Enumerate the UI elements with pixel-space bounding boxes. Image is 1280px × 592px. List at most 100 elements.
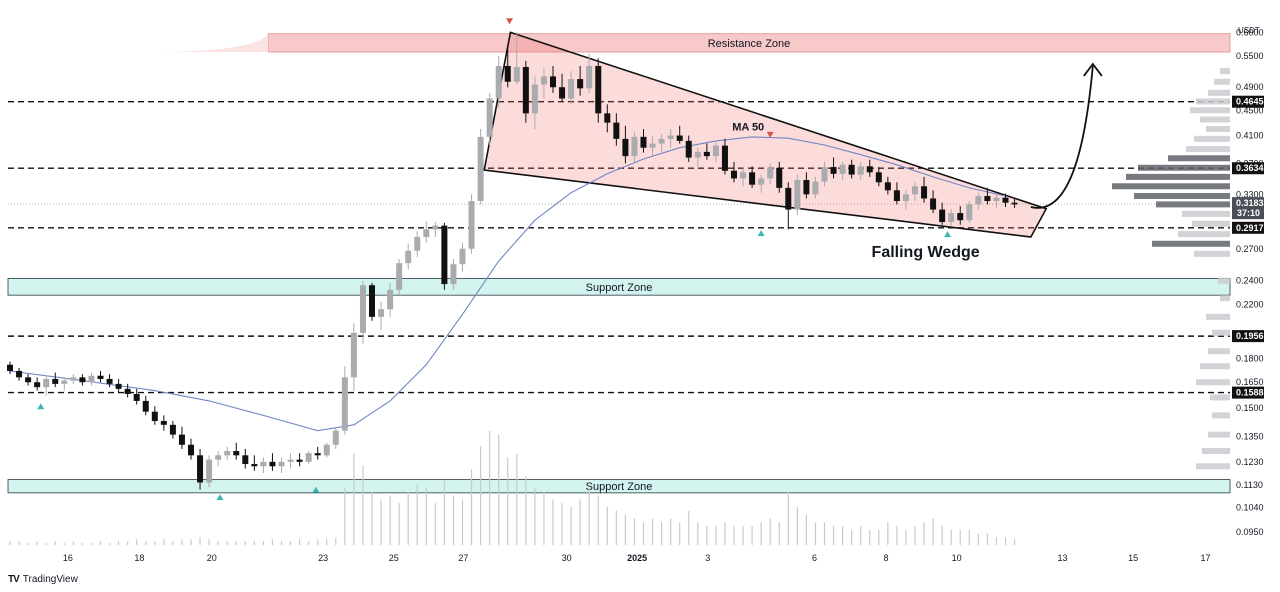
price-tick-label-15: 0.1130	[1236, 480, 1263, 490]
candle-body-43	[396, 263, 403, 290]
candle-body-108	[984, 196, 991, 202]
candle-59	[540, 68, 547, 99]
candle-80	[731, 161, 737, 183]
resistance-zone-label: Resistance Zone	[708, 38, 791, 50]
candle-body-92	[839, 164, 846, 174]
price-tick-label-1: 0.5500	[1236, 51, 1264, 61]
falling-wedge-label: Falling Wedge	[872, 244, 980, 261]
candle-body-65	[595, 65, 602, 114]
volume-profile-bar-1	[1214, 78, 1230, 85]
candle-body-110	[1002, 197, 1009, 203]
last-price-badge-text: 0.3183	[1236, 198, 1264, 208]
candle-body-81	[740, 172, 747, 179]
date-tick-label-8: 3	[705, 553, 710, 563]
candle-body-2	[25, 377, 32, 383]
date-tick-label-4: 25	[389, 553, 399, 563]
tradingview-logo[interactable]: TV TradingView	[8, 574, 78, 585]
candle-body-39	[359, 285, 366, 333]
candle-body-22	[206, 459, 213, 483]
candle-88	[803, 172, 810, 199]
candle-44	[405, 243, 412, 270]
candle-38	[350, 323, 357, 391]
candle-15	[142, 395, 149, 416]
candle-21	[197, 448, 204, 490]
last-price-badge	[1232, 197, 1264, 220]
candle-body-67	[613, 122, 620, 139]
date-tick-label-7: 2025	[627, 553, 647, 563]
candle-body-34	[314, 453, 321, 456]
support-zone-2	[7, 479, 1231, 494]
candle-body-27	[251, 464, 258, 467]
volume-profile-bar-19	[1194, 250, 1230, 257]
ma50-label: MA 50	[732, 121, 764, 133]
candle-body-66	[604, 113, 611, 123]
candle-body-41	[378, 309, 385, 317]
candle-body-1	[16, 370, 23, 378]
candle-body-30	[278, 461, 285, 467]
volume-profile-bar-13	[1134, 193, 1230, 200]
price-tick-label-0: 0.6000	[1236, 27, 1264, 37]
candle-25	[233, 442, 240, 460]
candle-body-6	[61, 380, 68, 384]
candle-body-49	[450, 264, 457, 285]
candle-body-25	[233, 451, 240, 456]
candle-body-103	[939, 209, 946, 223]
candle-54	[495, 55, 502, 108]
volume-profile-bar-31	[1196, 463, 1230, 470]
candle-77	[703, 143, 710, 160]
candle-body-78	[712, 145, 719, 157]
price-tick-label-12: 0.1500	[1236, 403, 1264, 413]
candle-97	[884, 176, 891, 195]
pivot-low-marker	[757, 230, 765, 237]
candle-98	[893, 182, 900, 205]
candle-12	[115, 378, 122, 393]
candle-107	[975, 192, 982, 210]
candle-61	[559, 73, 566, 102]
candle-5	[52, 372, 59, 388]
candle-body-85	[776, 167, 783, 188]
price-tick-label-2: 0.4900	[1236, 82, 1264, 92]
level-price-badge-2	[1232, 221, 1264, 234]
candle-84	[767, 163, 774, 185]
candle-51	[468, 194, 475, 254]
candle-body-35	[323, 444, 330, 456]
candle-95	[866, 159, 873, 177]
candle-body-68	[622, 138, 629, 157]
candle-64	[586, 53, 593, 93]
candle-body-15	[142, 400, 149, 412]
candle-body-42	[387, 289, 394, 310]
candle-79	[721, 138, 728, 175]
candle-body-72	[658, 138, 665, 144]
candle-110	[1002, 193, 1009, 207]
candle-body-44	[405, 250, 412, 264]
volume-profile-bar-28	[1212, 412, 1230, 419]
candle-body-76	[694, 151, 701, 158]
candle-body-0	[7, 364, 13, 371]
candle-24	[224, 446, 231, 460]
volume-profile-bar-8	[1186, 146, 1230, 153]
date-tick-label-1: 18	[134, 553, 144, 563]
candle-68	[622, 125, 629, 164]
candle-19	[178, 426, 185, 449]
volume-profile-bar-25	[1200, 363, 1230, 370]
candle-9	[88, 372, 95, 386]
volume-profile-bar-16	[1192, 220, 1230, 227]
candle-body-90	[821, 167, 828, 182]
candle-body-24	[224, 451, 231, 456]
level-price-badge-3	[1232, 330, 1264, 343]
candle-13	[124, 383, 131, 398]
candle-18	[169, 421, 176, 439]
volume-profile-bar-14	[1156, 201, 1230, 208]
candle-body-54	[495, 65, 502, 99]
level-price-badge-text-2: 0.2917	[1236, 223, 1264, 233]
candle-body-83	[758, 178, 765, 185]
candle-43	[396, 258, 403, 295]
candle-67	[613, 113, 620, 146]
pivot-low-marker	[37, 403, 45, 410]
candle-72	[658, 134, 665, 152]
price-tick-label-3: 0.4500	[1236, 105, 1264, 115]
candle-85	[776, 161, 783, 193]
candle-53	[486, 92, 493, 146]
candle-body-102	[930, 198, 937, 210]
